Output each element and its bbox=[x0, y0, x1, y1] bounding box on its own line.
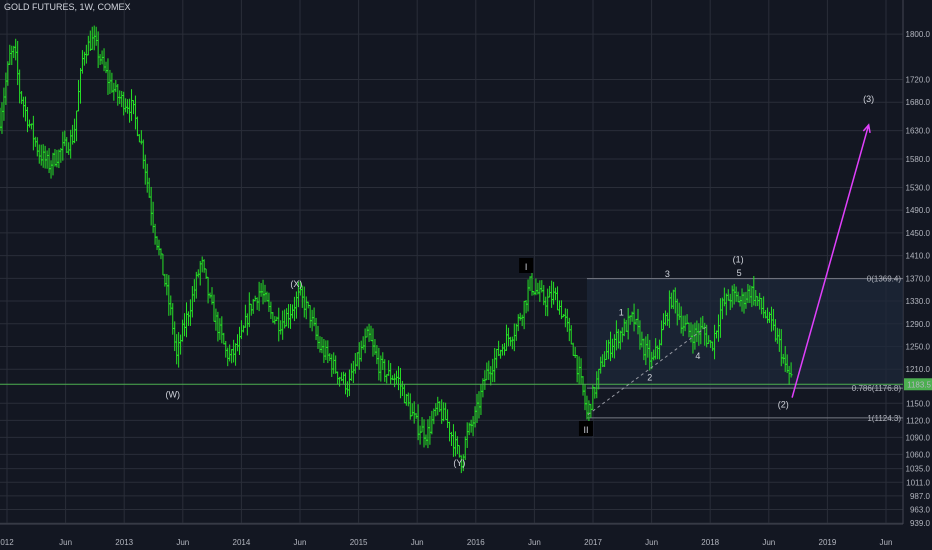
y-tick-label: 1490.0 bbox=[906, 206, 931, 215]
y-tick-label: 1410.0 bbox=[906, 252, 931, 261]
y-tick-label: 1120.0 bbox=[906, 416, 930, 425]
wave-label: (W) bbox=[165, 390, 180, 400]
x-tick-label: 2014 bbox=[233, 538, 251, 547]
x-tick-label: Jun bbox=[59, 538, 72, 547]
x-tick-label: 2016 bbox=[467, 538, 485, 547]
x-tick-label: Jun bbox=[176, 538, 189, 547]
x-tick-label: Jun bbox=[411, 538, 424, 547]
y-tick-label: 1530.0 bbox=[906, 183, 931, 192]
y-tick-label: 1330.0 bbox=[906, 297, 931, 306]
y-tick-label: 1800.0 bbox=[906, 30, 931, 39]
y-tick-label: 939.0 bbox=[910, 519, 931, 528]
x-tick-label: 012 bbox=[0, 538, 14, 547]
y-tick-label: 987.0 bbox=[910, 492, 931, 501]
y-tick-label: 1580.0 bbox=[906, 155, 931, 164]
x-tick-label: Jun bbox=[294, 538, 307, 547]
fib-label: 0.786(1176.8) bbox=[852, 384, 902, 393]
y-tick-label: 963.0 bbox=[910, 506, 931, 515]
y-tick-label: 1450.0 bbox=[906, 229, 931, 238]
projection-arrowhead bbox=[862, 123, 871, 133]
y-tick-label: 1290.0 bbox=[906, 320, 931, 329]
ohlc-bar bbox=[789, 362, 793, 378]
wave-label: II bbox=[583, 425, 588, 435]
x-tick-label: Jun bbox=[528, 538, 541, 547]
x-tick-label: 2015 bbox=[350, 538, 368, 547]
projection-line bbox=[791, 124, 870, 398]
wave-dashed-line bbox=[587, 326, 707, 416]
wave-label: (1) bbox=[733, 254, 744, 264]
wave-label: 5 bbox=[737, 268, 742, 278]
wave-label: (3) bbox=[863, 94, 874, 104]
fib-label: 0(1369.4) bbox=[867, 275, 902, 284]
y-tick-label: 1720.0 bbox=[906, 76, 931, 85]
wave-label-box bbox=[519, 257, 534, 273]
price-tag bbox=[904, 378, 932, 391]
x-tick-label: Jun bbox=[762, 538, 775, 547]
wave-label: 1 bbox=[619, 307, 624, 317]
wave-label: (2) bbox=[778, 399, 789, 409]
wave-label: (Y) bbox=[453, 458, 465, 468]
x-tick-label: Jun bbox=[880, 538, 893, 547]
fib-zone bbox=[586, 278, 903, 389]
y-tick-label: 1250.0 bbox=[906, 342, 931, 351]
x-tick-label: 2017 bbox=[584, 538, 602, 547]
wave-label: (X) bbox=[290, 279, 302, 289]
wave-label: 4 bbox=[695, 351, 700, 361]
y-tick-label: 1060.0 bbox=[906, 450, 931, 459]
y-tick-label: 1035.0 bbox=[906, 465, 931, 474]
y-tick-label: 1370.0 bbox=[906, 274, 931, 283]
x-tick-label: Jun bbox=[645, 538, 658, 547]
wave-label-box bbox=[578, 420, 593, 436]
y-tick-label: 1150.0 bbox=[906, 399, 930, 408]
x-tick-label: 2018 bbox=[701, 538, 719, 547]
y-tick-label: 1210.0 bbox=[906, 365, 931, 374]
wave-label: 3 bbox=[665, 269, 670, 279]
chart-title: GOLD FUTURES, 1W, COMEX bbox=[4, 2, 131, 12]
wave-label: 2 bbox=[647, 373, 652, 383]
y-tick-label: 1630.0 bbox=[906, 127, 931, 136]
x-tick-label: 2019 bbox=[819, 538, 837, 547]
fib-label: 1(1124.3) bbox=[867, 414, 901, 423]
y-tick-label: 1090.0 bbox=[906, 433, 931, 442]
y-tick-label: 1680.0 bbox=[906, 98, 931, 107]
wave-label: I bbox=[525, 262, 528, 272]
price-tag-label: 1183.5 bbox=[907, 380, 931, 389]
x-tick-label: 2013 bbox=[115, 538, 133, 547]
y-tick-label: 1011.0 bbox=[906, 478, 930, 487]
